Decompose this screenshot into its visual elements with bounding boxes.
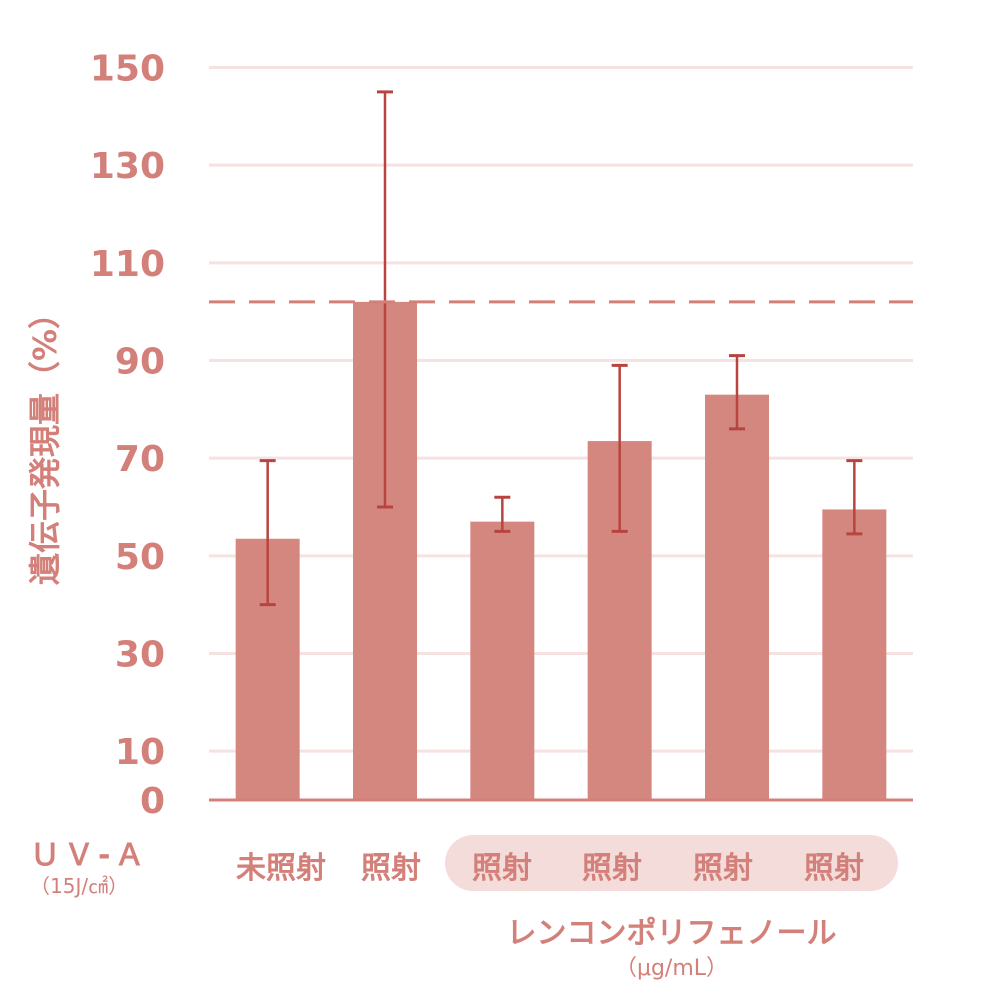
uva-label: ＵＶ-Ａ bbox=[30, 838, 149, 873]
bars bbox=[235, 301, 887, 800]
y-tick-label-150: 150 bbox=[90, 49, 165, 90]
y-axis-title-text: 遺伝子発現量（%） bbox=[26, 296, 65, 586]
treatment-group-highlight bbox=[445, 835, 898, 891]
y-tick-label-110: 110 bbox=[90, 244, 165, 285]
y-tick-label-130: 130 bbox=[90, 146, 165, 187]
error-bars bbox=[259, 90, 863, 607]
bar-4 bbox=[705, 394, 769, 800]
y-tick-label-70: 70 bbox=[115, 439, 165, 480]
y-tick-label-50: 50 bbox=[115, 537, 165, 578]
y-tick-label-10: 10 bbox=[115, 732, 165, 773]
category-label-3: 照射 bbox=[582, 851, 642, 886]
y-axis-title: 遺伝子発現量（%） bbox=[8, 286, 78, 596]
bar-2 bbox=[470, 521, 535, 800]
category-label-4: 照射 bbox=[693, 851, 753, 886]
category-label-0: 未照射 bbox=[236, 851, 326, 886]
uva-dose-label: （15J/㎠） bbox=[30, 874, 129, 898]
category-label-1: 照射 bbox=[361, 851, 421, 886]
y-tick-label-0: 0 bbox=[140, 781, 165, 822]
y-tick-labels: 0 10 30 50 70 90 110 130 150 bbox=[90, 49, 165, 823]
treatment-label: レンコンポリフェノール bbox=[506, 916, 837, 951]
bar-5 bbox=[822, 509, 887, 800]
category-label-2: 照射 bbox=[472, 851, 532, 886]
y-tick-label-30: 30 bbox=[115, 635, 165, 676]
treatment-unit-label: （μg/mL） bbox=[614, 956, 729, 981]
y-tick-label-90: 90 bbox=[115, 342, 165, 383]
category-label-5: 照射 bbox=[804, 851, 864, 886]
gridlines bbox=[209, 66, 913, 753]
